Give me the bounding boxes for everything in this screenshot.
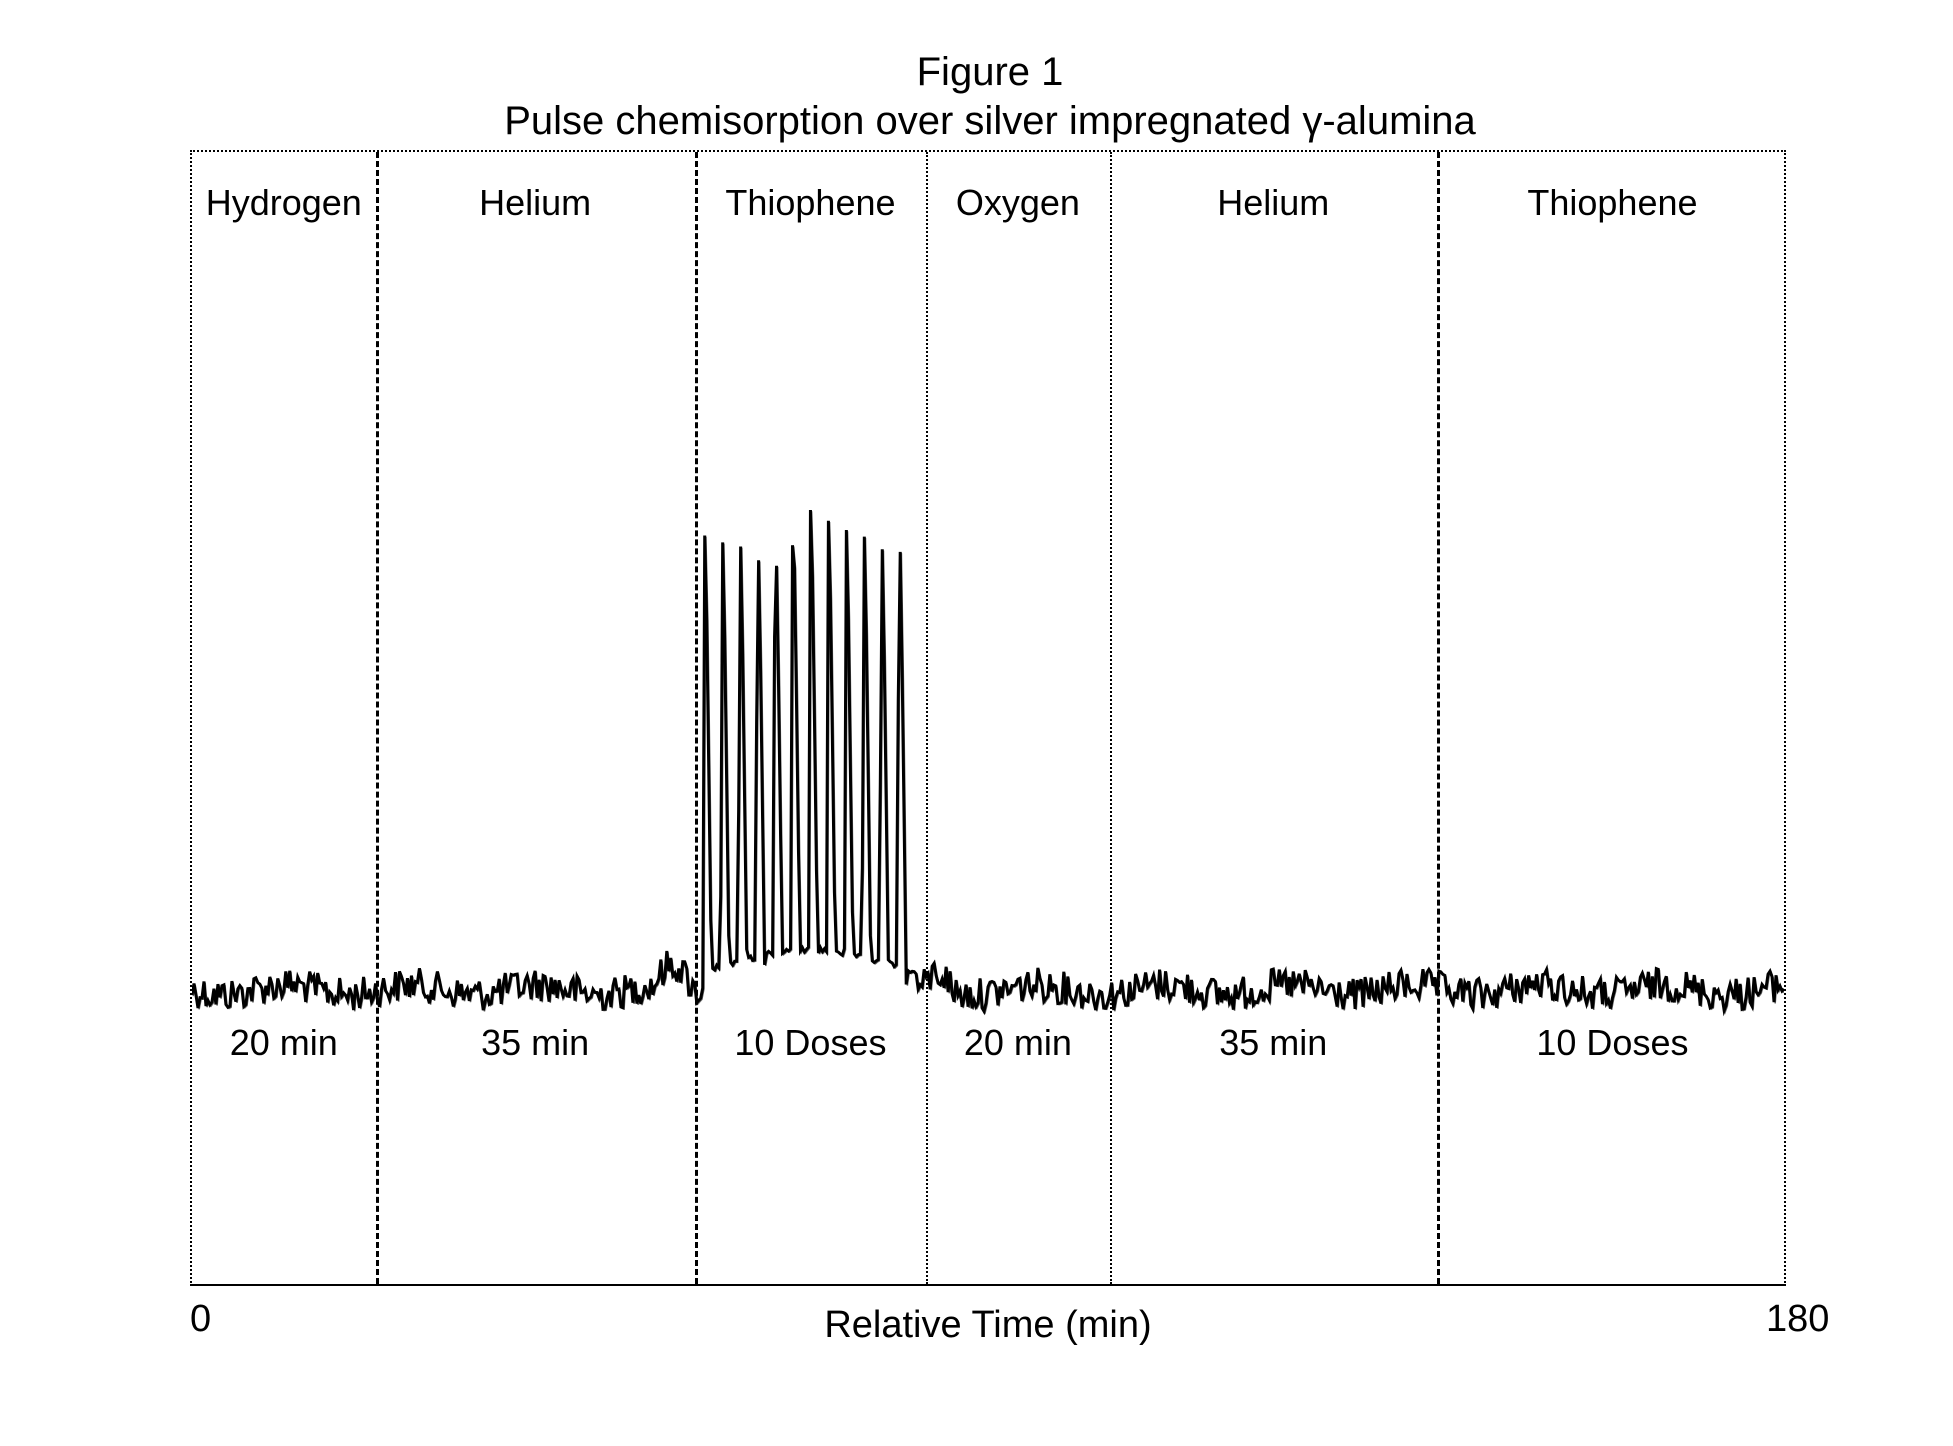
x-axis-label: Relative Time (min) <box>824 1304 1151 1347</box>
figure-title-2: Pulse chemisorption over silver impregna… <box>190 99 1790 144</box>
segment-divider-hydrogen <box>376 152 379 1284</box>
signal-trace <box>192 152 1784 1284</box>
x-axis-tick-max: 180 <box>1766 1298 1829 1341</box>
segment-divider-helium-1 <box>695 152 698 1284</box>
segment-divider-oxygen <box>1110 152 1112 1284</box>
trace-path-shadow <box>193 511 1784 1012</box>
x-axis-tick-min: 0 <box>190 1298 211 1341</box>
segment-label-top-oxygen: Oxygen <box>956 182 1080 224</box>
trace-path <box>192 510 1784 1011</box>
segment-label-bottom-oxygen: 20 min <box>964 1022 1072 1064</box>
segment-label-bottom-thiophene-1: 10 Doses <box>734 1022 886 1064</box>
segment-label-bottom-hydrogen: 20 min <box>230 1022 338 1064</box>
figure-title-1: Figure 1 <box>190 50 1790 95</box>
segment-label-top-thiophene-1: Thiophene <box>725 182 895 224</box>
segment-label-top-helium-1: Helium <box>479 182 591 224</box>
segment-divider-helium-2 <box>1437 152 1440 1284</box>
plot-area: Hydrogen 20 min Helium 35 min Thiophene 10 Do… <box>190 150 1786 1286</box>
segment-label-top-helium-2: Helium <box>1217 182 1329 224</box>
segment-divider-thiophene-1 <box>926 152 928 1284</box>
segment-label-bottom-helium-2: 35 min <box>1219 1022 1327 1064</box>
segment-label-bottom-helium-1: 35 min <box>481 1022 589 1064</box>
segment-label-bottom-thiophene-2: 10 Doses <box>1536 1022 1688 1064</box>
segment-label-top-thiophene-2: Thiophene <box>1527 182 1697 224</box>
figure-container: Figure 1 Pulse chemisorption over silver… <box>190 50 1790 1286</box>
segment-label-top-hydrogen: Hydrogen <box>206 182 362 224</box>
